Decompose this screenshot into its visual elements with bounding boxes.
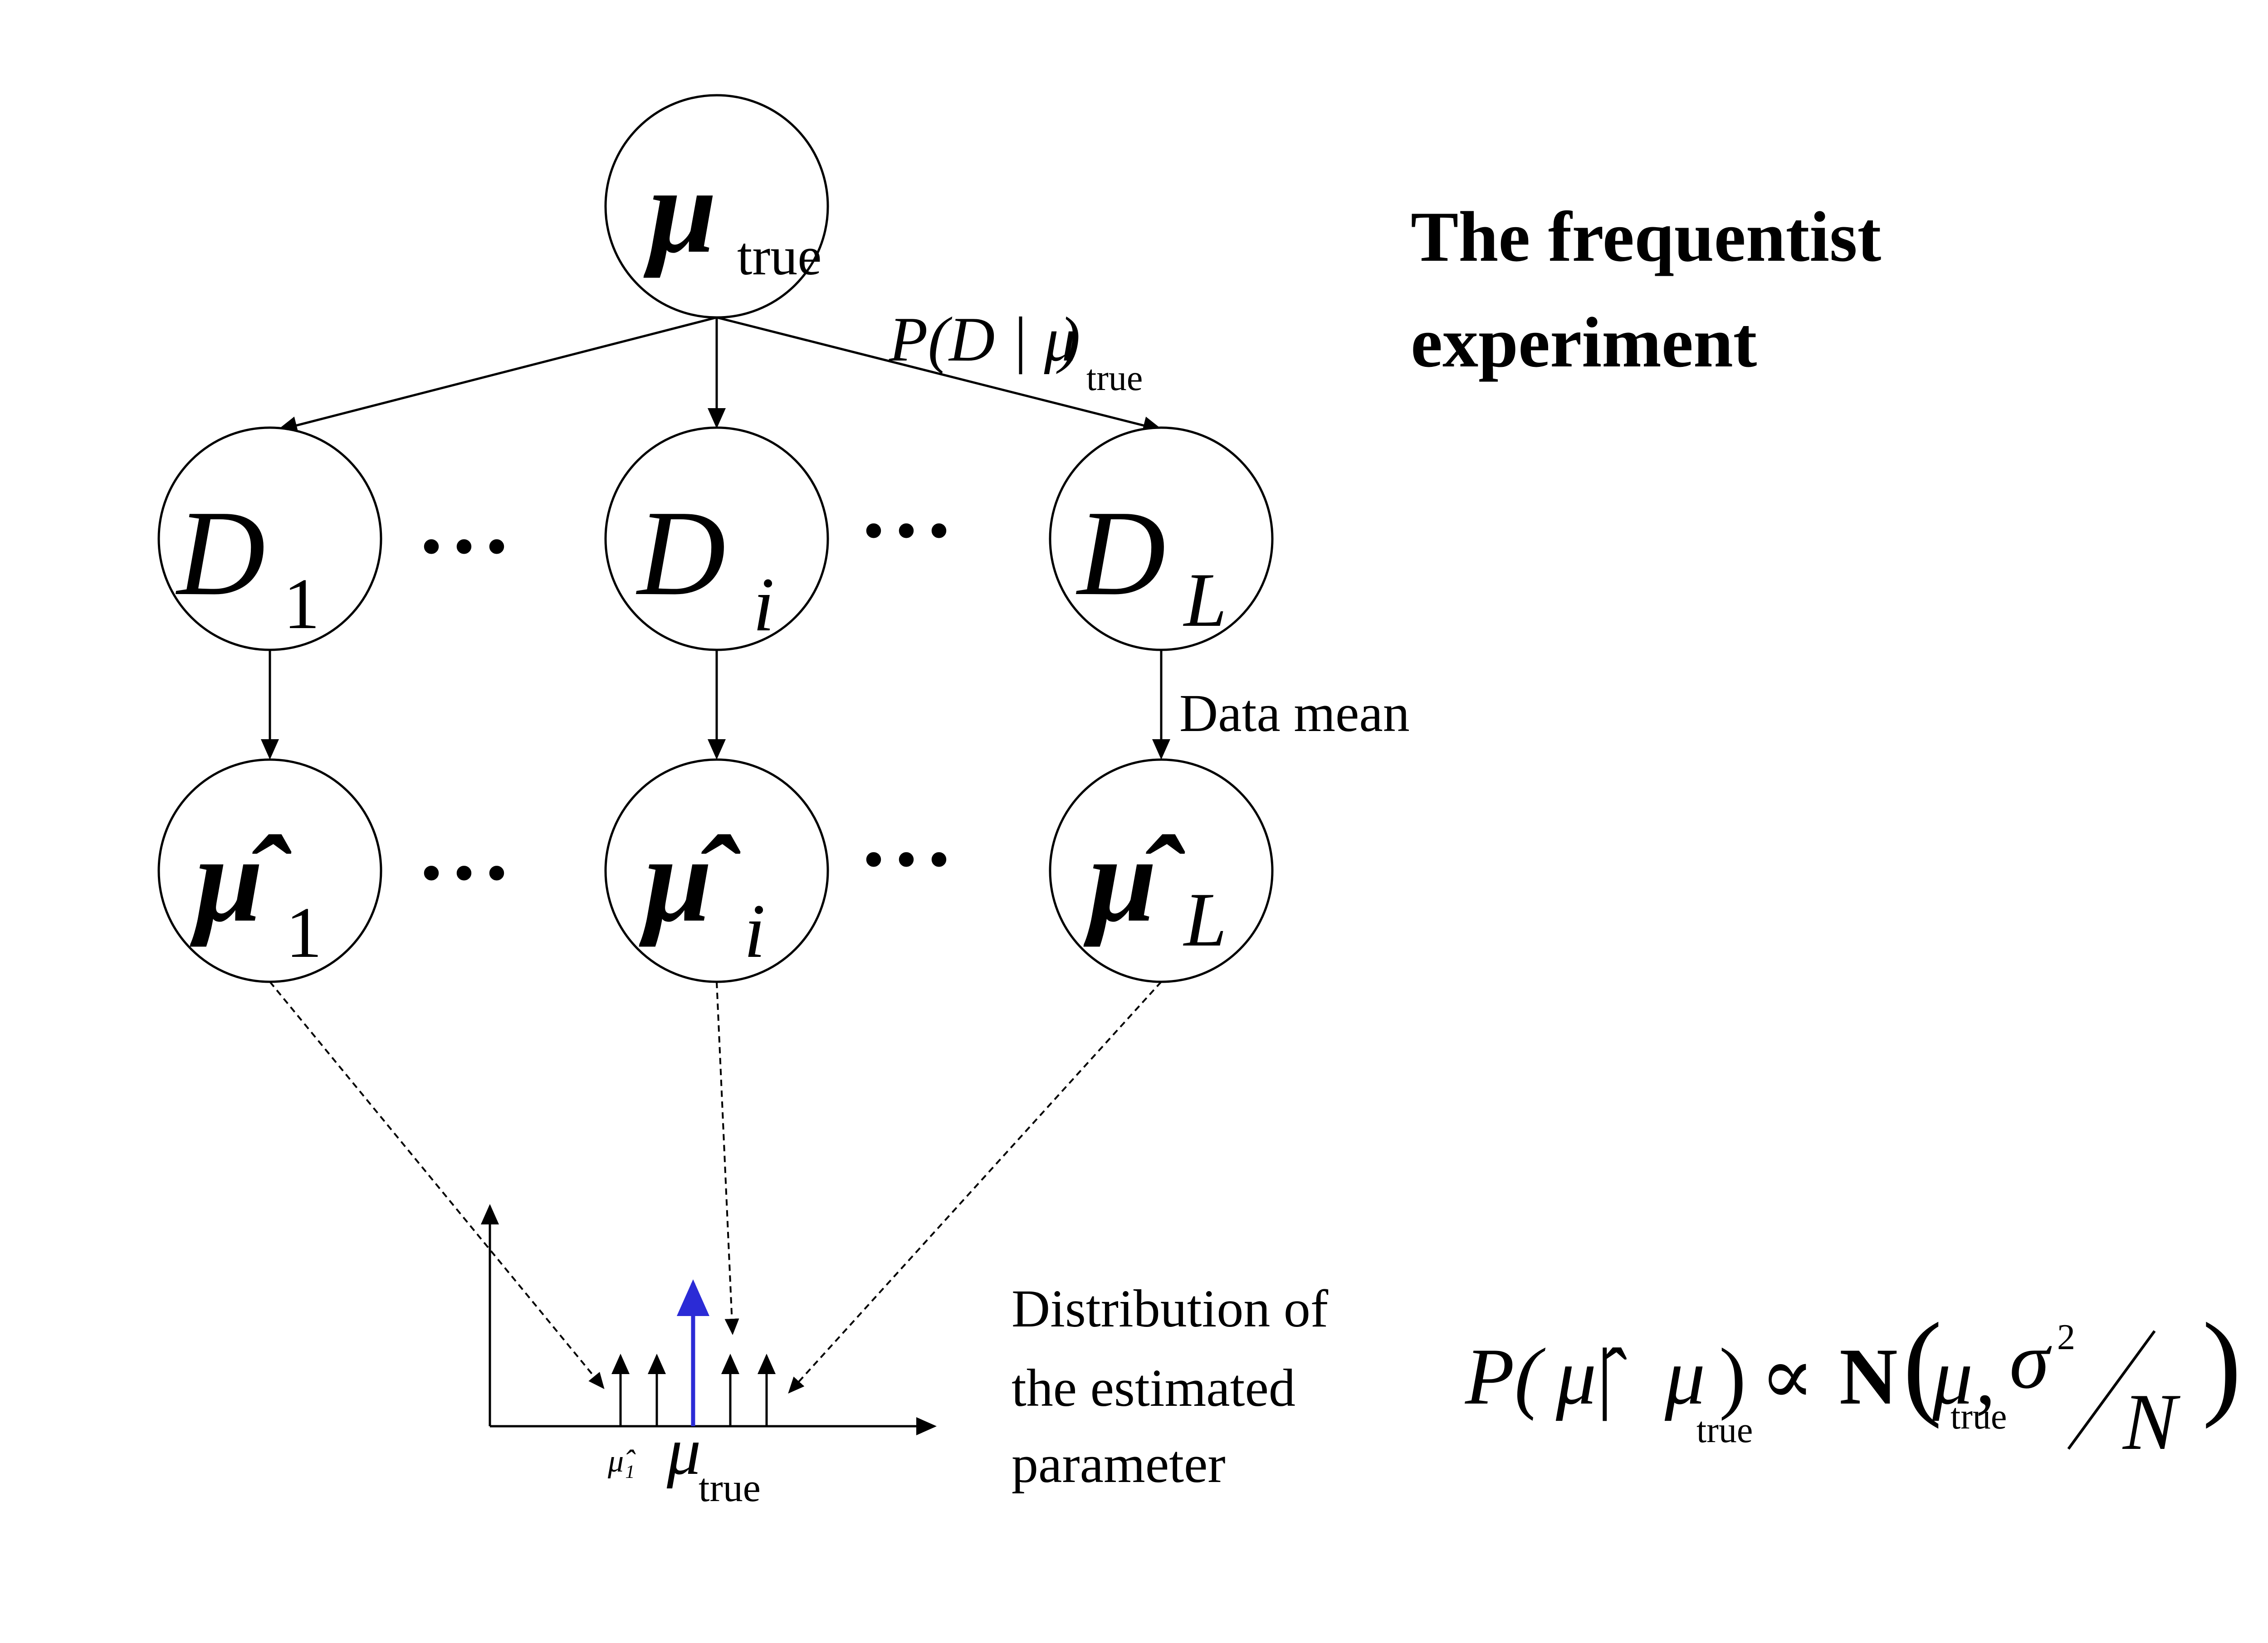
data-node-l: D L bbox=[1049, 426, 1274, 651]
estimate-node-1-subscript: 1 bbox=[286, 892, 322, 973]
formula-mu: μ bbox=[1664, 1331, 1705, 1421]
distribution-estimate-label: μ̂₁ bbox=[607, 1444, 636, 1479]
edge-root-dl bbox=[716, 316, 1163, 434]
formula-mu-2-subscript: true bbox=[1950, 1397, 2007, 1437]
data-node-i-symbol: D bbox=[635, 485, 726, 621]
ellipsis-estimates-left: • • • bbox=[422, 843, 506, 903]
data-node-1-subscript: 1 bbox=[284, 563, 320, 644]
formula-p-open: P( bbox=[1465, 1331, 1546, 1421]
data-node-i-subscript: i bbox=[753, 562, 774, 647]
dashed-edge-mul-dist bbox=[788, 981, 1162, 1394]
estimate-node-i-subscript: i bbox=[744, 888, 765, 974]
estimate-node-l: μ̂ L bbox=[1049, 758, 1274, 983]
sampling-distribution-formula: P( μ̂ | μ true ) ∝ N ( μ true , σ 2 N ) bbox=[1465, 1299, 2242, 1467]
data-node-1: D 1 bbox=[157, 426, 382, 651]
data-mean-label: Data mean bbox=[1179, 683, 1410, 743]
formula-sigma-exponent: 2 bbox=[2057, 1317, 2075, 1357]
ellipsis-estimates-right: • • • bbox=[864, 829, 948, 889]
data-node-l-symbol: D bbox=[1075, 485, 1166, 621]
dashed-edge-mui-dist bbox=[716, 981, 739, 1335]
ellipsis-data-right: • • • bbox=[864, 500, 948, 561]
likelihood-close: ) bbox=[1056, 304, 1080, 375]
formula-slash bbox=[2067, 1330, 2156, 1450]
distribution-true-subscript: true bbox=[699, 1466, 761, 1510]
distribution-caption-line-1: Distribution of bbox=[1012, 1279, 1329, 1338]
likelihood-text: P(D | μ bbox=[889, 304, 1076, 375]
formula-sigma: σ bbox=[2009, 1316, 2052, 1405]
title-line-1: The frequentist bbox=[1411, 197, 1881, 277]
estimate-node-i: μ̂ i bbox=[604, 758, 829, 983]
distribution-true-label: μ bbox=[666, 1414, 701, 1489]
formula-proportional: ∝ bbox=[1760, 1331, 1814, 1421]
likelihood-subscript: true bbox=[1086, 358, 1143, 398]
dashed-edge-mu1-dist bbox=[269, 981, 605, 1389]
root-node-symbol: μ bbox=[643, 143, 717, 278]
formula-comma: , bbox=[1975, 1331, 1996, 1421]
formula-mu-2: μ bbox=[1932, 1331, 1973, 1421]
estimate-node-l-subscript: L bbox=[1183, 877, 1227, 962]
formula-normal: N bbox=[1839, 1331, 1898, 1421]
title-line-2: experiment bbox=[1411, 303, 1757, 382]
formula-mu-subscript: true bbox=[1696, 1410, 1753, 1450]
formula-open-paren: ( bbox=[1903, 1299, 1942, 1429]
likelihood-label: P(D | μ true ) bbox=[889, 304, 1143, 398]
data-node-i: D i bbox=[604, 426, 829, 651]
formula-close: ) bbox=[1719, 1331, 1746, 1421]
root-node-subscript: true bbox=[737, 226, 822, 286]
edge-root-d1 bbox=[277, 316, 717, 434]
ellipsis-data-left: • • • bbox=[422, 516, 506, 576]
distribution-plot: μ̂₁ μ true bbox=[481, 1204, 937, 1510]
formula-n: N bbox=[2122, 1377, 2180, 1467]
distribution-caption-line-3: parameter bbox=[1012, 1434, 1226, 1494]
formula-bar: | bbox=[1597, 1331, 1613, 1421]
formula-hat-mu: μ̂ bbox=[1555, 1331, 1627, 1421]
distribution-caption-line-2: the estimated bbox=[1012, 1358, 1295, 1418]
root-node: μ true bbox=[604, 94, 829, 319]
formula-close-paren: ) bbox=[2202, 1299, 2242, 1429]
data-node-1-symbol: D bbox=[175, 485, 265, 621]
estimate-node-1: μ̂ 1 bbox=[157, 758, 382, 983]
data-node-l-subscript: L bbox=[1183, 557, 1227, 643]
